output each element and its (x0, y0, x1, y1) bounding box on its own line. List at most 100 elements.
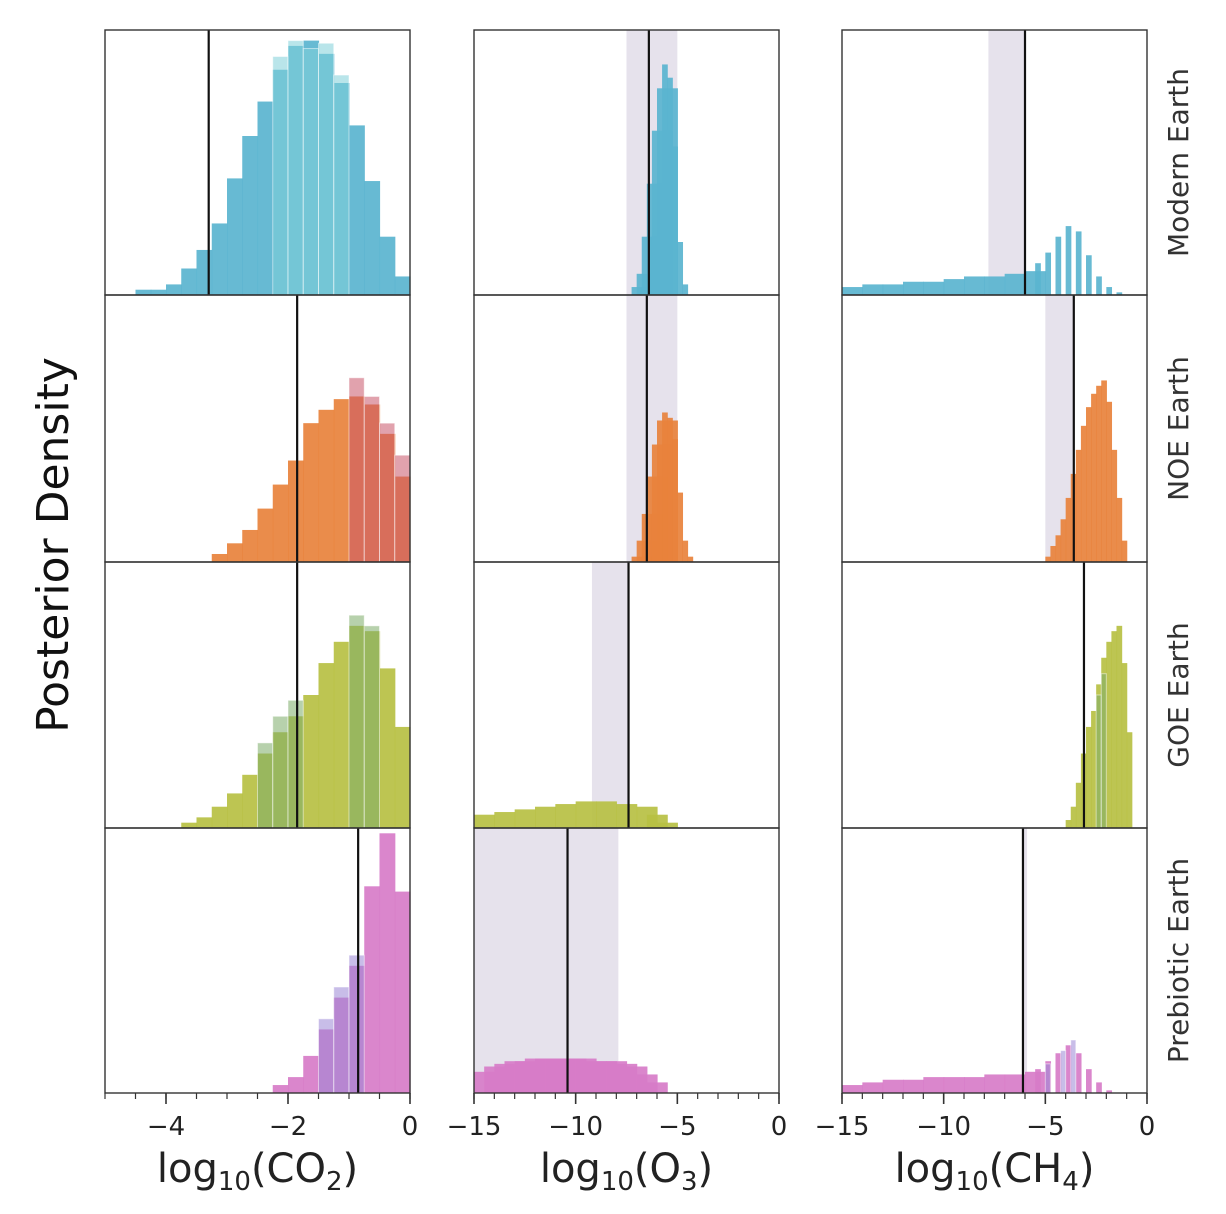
histogram-bar (303, 423, 320, 562)
histogram-bar (394, 891, 411, 1093)
histogram-bar (288, 1077, 304, 1093)
histogram-bar (379, 236, 396, 295)
histogram-bar-alt (363, 395, 380, 563)
histogram-bar (1035, 263, 1041, 295)
row-label: Prebiotic Earth (1162, 858, 1195, 1063)
histogram-bar (862, 1082, 884, 1093)
y-axis-title: Posterior Density (28, 357, 79, 733)
histogram-bar (964, 1077, 985, 1093)
tick-label: 0 (1139, 1112, 1156, 1142)
histogram-bar (1096, 1082, 1102, 1093)
histogram-bars (135, 40, 1133, 1094)
histogram-bar (882, 1079, 904, 1093)
histogram-bar-alt (318, 42, 335, 296)
histogram-bar (333, 641, 350, 828)
histogram-bar (394, 276, 411, 295)
histogram-bar (1075, 449, 1082, 562)
histogram-bar-alt (1044, 1063, 1051, 1094)
histogram-bar-alt (318, 1018, 335, 1094)
histogram-bar (687, 556, 694, 562)
histogram-bar (288, 460, 304, 562)
histogram-bar (677, 492, 684, 562)
histogram-bar (1070, 806, 1077, 828)
histogram-bar (575, 801, 597, 828)
histogram-bar (903, 281, 924, 295)
x-axis-label-co2: log10(CO2) (157, 1146, 358, 1197)
histogram-bar (1111, 449, 1118, 562)
histogram-bar (903, 1079, 924, 1093)
histogram-bar-alt (1100, 673, 1107, 829)
histogram-bar (1106, 1090, 1113, 1093)
histogram-bar-alt (287, 699, 304, 829)
histogram-bar-alt (302, 48, 319, 296)
histogram-bar (1121, 663, 1128, 828)
panel-frame (841, 827, 1148, 1094)
histogram-bar (682, 540, 689, 562)
histogram-bar (1065, 226, 1072, 295)
histogram-bar (943, 1077, 965, 1093)
histogram-bar-alt (1070, 1039, 1077, 1094)
histogram-bar (1116, 625, 1123, 828)
row-label: Modern Earth (1162, 68, 1195, 257)
histogram-bar (1106, 401, 1113, 562)
histogram-bar (379, 668, 396, 828)
histogram-bar (1086, 726, 1092, 828)
row-label: GOE Earth (1162, 622, 1195, 767)
tick-label: −5 (658, 1112, 696, 1142)
histogram-bar (181, 268, 198, 295)
histogram-bar (303, 695, 320, 828)
histogram-bar (672, 146, 678, 295)
histogram-bar (677, 242, 684, 295)
histogram-bar (923, 281, 945, 295)
histogram-bar (662, 412, 668, 562)
histogram-bar (227, 178, 243, 295)
histogram-bar (1080, 425, 1087, 562)
histogram-bar (303, 1055, 320, 1093)
tick-label: −10 (916, 1112, 971, 1142)
histogram-bar (1050, 545, 1057, 562)
histogram-bar (211, 553, 228, 562)
histogram-bar-alt (379, 422, 396, 563)
histogram-bar (1096, 385, 1102, 562)
histogram-bar (257, 508, 274, 562)
histogram-bar (667, 77, 673, 295)
histogram-bar (494, 812, 516, 828)
histogram-bar (842, 287, 863, 295)
x-axis-ticks: −4 −2 0 −15 −10 −5 0 −15 −10 −5 0 (104, 1093, 1156, 1142)
histogram-bar (394, 726, 411, 828)
histogram-bar (646, 1082, 668, 1093)
histogram-bar (1055, 535, 1062, 562)
labels: Posterior Density log10(CO2) log10(O3) log… (28, 68, 1195, 1197)
histogram-bar (181, 822, 198, 828)
histogram-bar (514, 809, 536, 828)
histogram-bar (596, 801, 617, 828)
histogram-bar (1004, 1074, 1026, 1093)
histogram-bar (667, 417, 673, 562)
histogram-bar (1111, 631, 1118, 828)
histogram-bar (227, 543, 243, 562)
histogram-bar (211, 806, 228, 828)
histogram-bar-alt (257, 742, 274, 829)
histogram-bar (882, 284, 904, 295)
histogram-bar (257, 101, 274, 295)
histogram-bar (1106, 287, 1113, 295)
histogram-bar (1065, 820, 1072, 828)
histogram-bar (1065, 1045, 1072, 1093)
histogram-bar (364, 181, 381, 295)
histogram-bar (1101, 380, 1107, 562)
histogram-bar (211, 223, 228, 295)
histogram-bar (672, 439, 678, 562)
panel-frame (473, 827, 780, 1094)
histogram-bar (616, 804, 638, 828)
histogram-bar (1055, 1053, 1062, 1093)
tick-label: −15 (815, 1112, 870, 1142)
histogram-bar (657, 822, 678, 828)
histogram-bar (227, 793, 243, 828)
credible-bands (474, 30, 1074, 1093)
histogram-bar-alt (1060, 1050, 1067, 1094)
histogram-bar-alt (394, 454, 411, 563)
histogram-bar (1045, 556, 1052, 562)
histogram-bar (1086, 1069, 1092, 1093)
histogram-bar (474, 814, 495, 828)
